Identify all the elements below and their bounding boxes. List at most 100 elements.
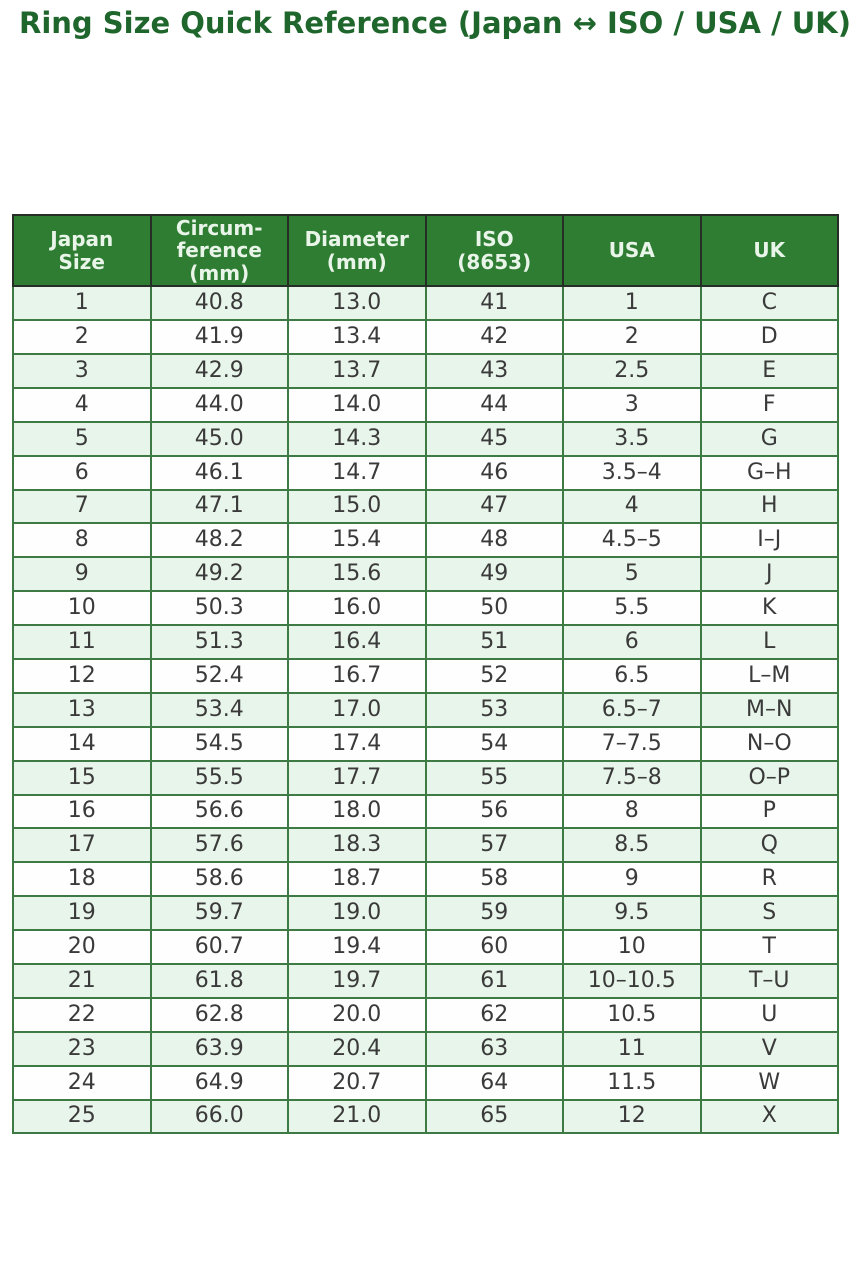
table-row: 18 58.6 18.7 58 9 R [12,861,839,898]
table-body: 1 40.8 13.0 41 1 C 2 41.9 13.4 42 2 D 3 42.9 13.7 43 2.5… [12,285,839,1135]
table-row: 4 44.0 14.0 44 3 F [12,386,839,423]
table-row: 5 45.0 14.3 45 3.5 G [12,420,839,457]
table-row: 14 54.5 17.4 54 7–7.5 N–O [12,725,839,762]
table-cell: 12 [562,1098,702,1135]
table-row: 11 51.3 16.4 51 6 L [12,624,839,660]
table-cell: 46 [424,454,564,491]
table-cell: Q [699,827,839,864]
table-cell: 60 [424,929,564,965]
table-cell: 54 [424,725,564,762]
table-cell: 2 [562,319,702,355]
table-row: 16 56.6 18.0 56 8 P [12,793,839,830]
table-cell: 15 [12,759,152,796]
table-cell: 6 [12,454,152,491]
table-cell: 20.4 [287,1030,427,1067]
table-cell: 18.7 [287,861,427,898]
table-cell: 63.9 [149,1030,289,1067]
table-cell: K [699,590,839,627]
table-cell: 20 [12,929,152,965]
table-cell: 16 [12,793,152,830]
table-cell: 48.2 [149,522,289,559]
table-cell: R [699,861,839,898]
table-cell: E [699,352,839,389]
table-cell: 19.7 [287,962,427,999]
table-cell: T–U [699,962,839,999]
table-cell: 47 [424,488,564,525]
table-cell: L–M [699,657,839,694]
table-row: 7 47.1 15.0 47 4 H [12,488,839,525]
table-row: 9 49.2 15.6 49 5 J [12,556,839,593]
table-cell: 55 [424,759,564,796]
table-cell: M–N [699,691,839,728]
table-cell: 44.0 [149,386,289,423]
table-row: 6 46.1 14.7 46 3.5–4 G–H [12,454,839,491]
table-cell: 5.5 [562,590,702,627]
table-cell: I–J [699,522,839,559]
table-cell: 45.0 [149,420,289,457]
table-cell: 5 [562,556,702,593]
table-cell: 8 [562,793,702,830]
table-head: Japan Size Circum- ference (mm) Diameter (… [12,213,839,288]
table-cell: 4.5–5 [562,522,702,559]
table-cell: S [699,895,839,932]
table-cell: 15.4 [287,522,427,559]
table-cell: J [699,556,839,593]
table-cell: 17 [12,827,152,864]
table-cell: 54.5 [149,725,289,762]
table-row: 2 41.9 13.4 42 2 D [12,319,839,355]
table-cell: 21.0 [287,1098,427,1135]
table-cell: O–P [699,759,839,796]
table-cell: 48 [424,522,564,559]
column-header: USA [562,213,702,288]
table-cell: 24 [12,1064,152,1101]
table-cell: 52.4 [149,657,289,694]
table-cell: 6 [562,624,702,660]
column-header: ISO (8653) [424,213,564,288]
table-row: 25 66.0 21.0 65 12 X [12,1098,839,1135]
table-cell: 45 [424,420,564,457]
table-cell: 53 [424,691,564,728]
table-cell: G [699,420,839,457]
table-cell: H [699,488,839,525]
table-row: 10 50.3 16.0 50 5.5 K [12,590,839,627]
table-cell: 20.7 [287,1064,427,1101]
table-cell: 59.7 [149,895,289,932]
table-cell: 42 [424,319,564,355]
table-cell: 18.3 [287,827,427,864]
table-cell: 63 [424,1030,564,1067]
table-cell: 16.0 [287,590,427,627]
table-cell: 3.5 [562,420,702,457]
table-cell: 23 [12,1030,152,1067]
table-cell: 59 [424,895,564,932]
table-cell: G–H [699,454,839,491]
table-cell: 3 [562,386,702,423]
table-cell: L [699,624,839,660]
table-cell: 40.8 [149,285,289,322]
table-cell: 13.4 [287,319,427,355]
page-title: Ring Size Quick Reference (Japan ↔ ISO /… [19,6,851,40]
table-cell: 13.7 [287,352,427,389]
table-cell: 2 [12,319,152,355]
table-cell: 58 [424,861,564,898]
table-cell: 46.1 [149,454,289,491]
table-cell: 64.9 [149,1064,289,1101]
table-cell: 19.0 [287,895,427,932]
table-cell: 62.8 [149,996,289,1033]
table-cell: 8.5 [562,827,702,864]
table-cell: 47.1 [149,488,289,525]
table-cell: 13 [12,691,152,728]
table-cell: 13.0 [287,285,427,322]
table-cell: 7 [12,488,152,525]
table-cell: 18 [12,861,152,898]
table-cell: 10 [12,590,152,627]
table-cell: 11.5 [562,1064,702,1101]
table-cell: 56.6 [149,793,289,830]
table-cell: 10–10.5 [562,962,702,999]
table-cell: 3.5–4 [562,454,702,491]
table-cell: 65 [424,1098,564,1135]
table-cell: 14.0 [287,386,427,423]
table-cell: 9 [562,861,702,898]
table-cell: 62 [424,996,564,1033]
table-cell: 61.8 [149,962,289,999]
table-cell: 66.0 [149,1098,289,1135]
